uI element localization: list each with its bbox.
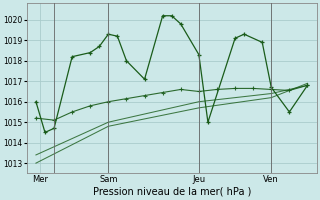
X-axis label: Pression niveau de la mer( hPa ): Pression niveau de la mer( hPa ) bbox=[92, 187, 251, 197]
